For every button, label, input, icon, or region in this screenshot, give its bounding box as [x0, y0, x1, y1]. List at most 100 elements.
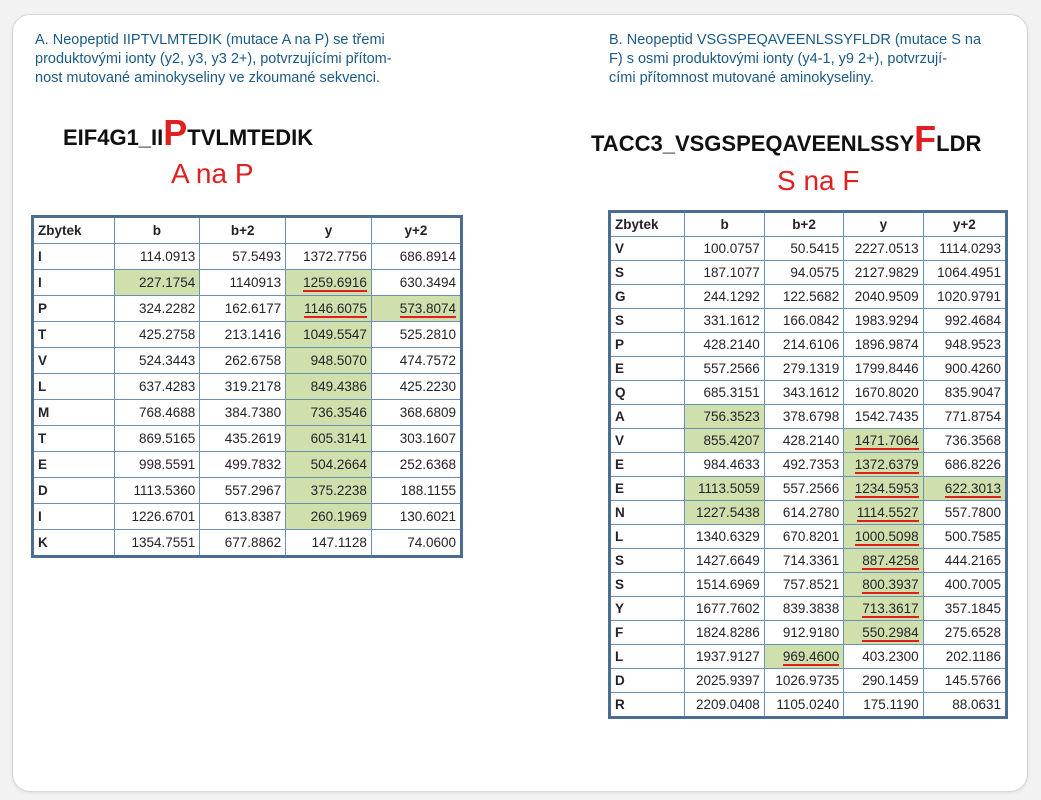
ion-value: 630.3494	[399, 275, 456, 290]
ion-value-cell: 114.0913	[113, 243, 201, 270]
ion-value-cell: 969.4600	[763, 644, 845, 669]
ion-value-cell: 1105.0240	[763, 692, 845, 718]
ion-value: 686.8226	[944, 457, 1001, 472]
ion-value-cell: 1049.5547	[285, 321, 372, 348]
ion-value: 425.2758	[138, 327, 196, 342]
peptide-prefix: EIF4G1_II	[63, 125, 164, 150]
residue-cell: T	[32, 425, 115, 452]
ion-value: 50.5415	[790, 241, 840, 256]
ion-value: 499.7832	[224, 457, 282, 472]
ion-value-cell: 771.8754	[922, 404, 1008, 429]
figure-card: A. Neopeptid IIPTVLMTEDIK (mutace A na P…	[12, 14, 1028, 792]
ion-value: 984.4633	[703, 457, 760, 472]
residue-cell: I	[32, 503, 115, 530]
ion-value: 227.1754	[138, 275, 196, 290]
ion-value-cell: 622.3013	[922, 476, 1008, 501]
ion-value: 384.7380	[224, 405, 282, 420]
ion-value-cell: 1937.9127	[684, 644, 765, 669]
residue-cell: D	[608, 668, 686, 693]
ion-value: 998.5591	[138, 457, 196, 472]
ion-value-cell: 162.6177	[199, 295, 287, 322]
ion-value-cell: 948.9523	[922, 332, 1008, 357]
ion-value: 622.3013	[944, 481, 1001, 498]
ion-value-cell: 1259.6916	[285, 269, 372, 296]
peptide-name-b: TACC3_VSGSPEQAVEENLSSYFLDR	[591, 119, 981, 164]
ion-value-cell: 262.6758	[199, 347, 287, 374]
ion-value-cell: 500.7585	[922, 524, 1008, 549]
ion-value-cell: 492.7353	[763, 452, 845, 477]
table-row: E 1113.5059 557.2566 1234.5953 622.3013	[608, 476, 1008, 501]
ion-value-cell: 1354.7551	[113, 529, 201, 557]
ion-value: 686.8914	[399, 249, 456, 264]
ion-value-cell: 736.3546	[285, 399, 372, 426]
ion-value-cell: 573.8074	[370, 295, 463, 322]
ion-value-cell: 525.2810	[370, 321, 463, 348]
ion-value: 1670.8020	[854, 385, 919, 400]
ion-value: 1026.9735	[775, 673, 840, 688]
ion-value: 368.6809	[399, 405, 456, 420]
residue-cell: R	[608, 692, 686, 718]
table-row: D 2025.9397 1026.9735 290.1459 145.5766	[608, 668, 1008, 693]
ion-value: 343.1612	[782, 385, 840, 400]
ion-value: 573.8074	[399, 301, 456, 318]
residue-cell: E	[32, 451, 115, 478]
ion-value: 428.2140	[703, 337, 760, 352]
ion-value-cell: 685.3151	[684, 380, 765, 405]
residue-cell: V	[32, 347, 115, 374]
ion-value: 88.0631	[952, 697, 1001, 712]
ion-value: 1372.7756	[303, 249, 367, 264]
mutated-residue: F	[914, 118, 937, 159]
table-row: I 227.1754 1140913 1259.6916 630.3494	[32, 269, 463, 296]
ion-value-cell: 425.2758	[113, 321, 201, 348]
ion-value: 130.6021	[399, 509, 456, 524]
ion-value: 252.6368	[399, 457, 456, 472]
ion-value: 428.2140	[782, 433, 840, 448]
residue-cell: L	[608, 644, 686, 669]
ion-value: 605.3141	[310, 431, 367, 446]
ion-value: 800.3937	[862, 577, 919, 594]
residue-cell: Y	[608, 596, 686, 621]
ion-value-cell: 614.2780	[763, 500, 845, 525]
ion-value: 1146.6075	[304, 301, 367, 318]
ion-value: 614.2780	[782, 505, 840, 520]
ion-value-cell: 428.2140	[763, 428, 845, 453]
ion-value-cell: 384.7380	[199, 399, 287, 426]
ion-value: 771.8754	[944, 409, 1001, 424]
ion-value: 1113.5360	[133, 483, 196, 498]
ion-value: 1227.5438	[695, 505, 760, 520]
ion-value-cell: 714.3361	[763, 548, 845, 573]
ion-value: 948.9523	[944, 337, 1001, 352]
ion-value: 1114.5527	[856, 505, 919, 522]
ion-value-cell: 324.2282	[113, 295, 201, 322]
ion-value-cell: 835.9047	[922, 380, 1008, 405]
table-row: V 524.3443 262.6758 948.5070 474.7572	[32, 347, 463, 374]
ion-value-cell: 252.6368	[370, 451, 463, 478]
ion-value: 1354.7551	[131, 535, 196, 550]
ion-value: 202.1186	[945, 649, 1001, 664]
ion-value: 1372.6379	[854, 457, 919, 474]
ion-value: 331.1612	[703, 313, 760, 328]
ion-value-cell: 1146.6075	[285, 295, 372, 322]
ion-value-cell: 100.0757	[684, 236, 765, 261]
ion-value: 378.6798	[782, 409, 840, 424]
ion-value: 492.7353	[782, 457, 840, 472]
residue-cell: E	[608, 476, 686, 501]
ion-value: 948.5070	[310, 353, 367, 368]
ion-value-cell: 637.4283	[113, 373, 201, 400]
ion-value-cell: 1340.6329	[684, 524, 765, 549]
ion-value: 57.5493	[232, 249, 282, 264]
ion-value: 912.9180	[782, 625, 840, 640]
ion-value: 500.7585	[944, 529, 1001, 544]
column-header: b	[684, 211, 765, 237]
mutated-residue: P	[163, 112, 188, 153]
ion-value: 188.1155	[400, 483, 456, 498]
residue-cell: Q	[608, 380, 686, 405]
ion-value: 1020.9791	[937, 289, 1001, 304]
ion-value-cell: 1427.6649	[684, 548, 765, 573]
caption-line: nost mutované aminokyseliny ve zkoumané …	[35, 70, 380, 86]
ion-value-cell: 375.2238	[285, 477, 372, 504]
ion-value-cell: 677.8862	[199, 529, 287, 557]
ion-value: 303.1607	[399, 431, 456, 446]
panel-b-caption: B. Neopeptid VSGSPEQAVEENLSSYFLDR (mutac…	[609, 31, 1027, 88]
ion-value: 1542.7435	[854, 409, 919, 424]
